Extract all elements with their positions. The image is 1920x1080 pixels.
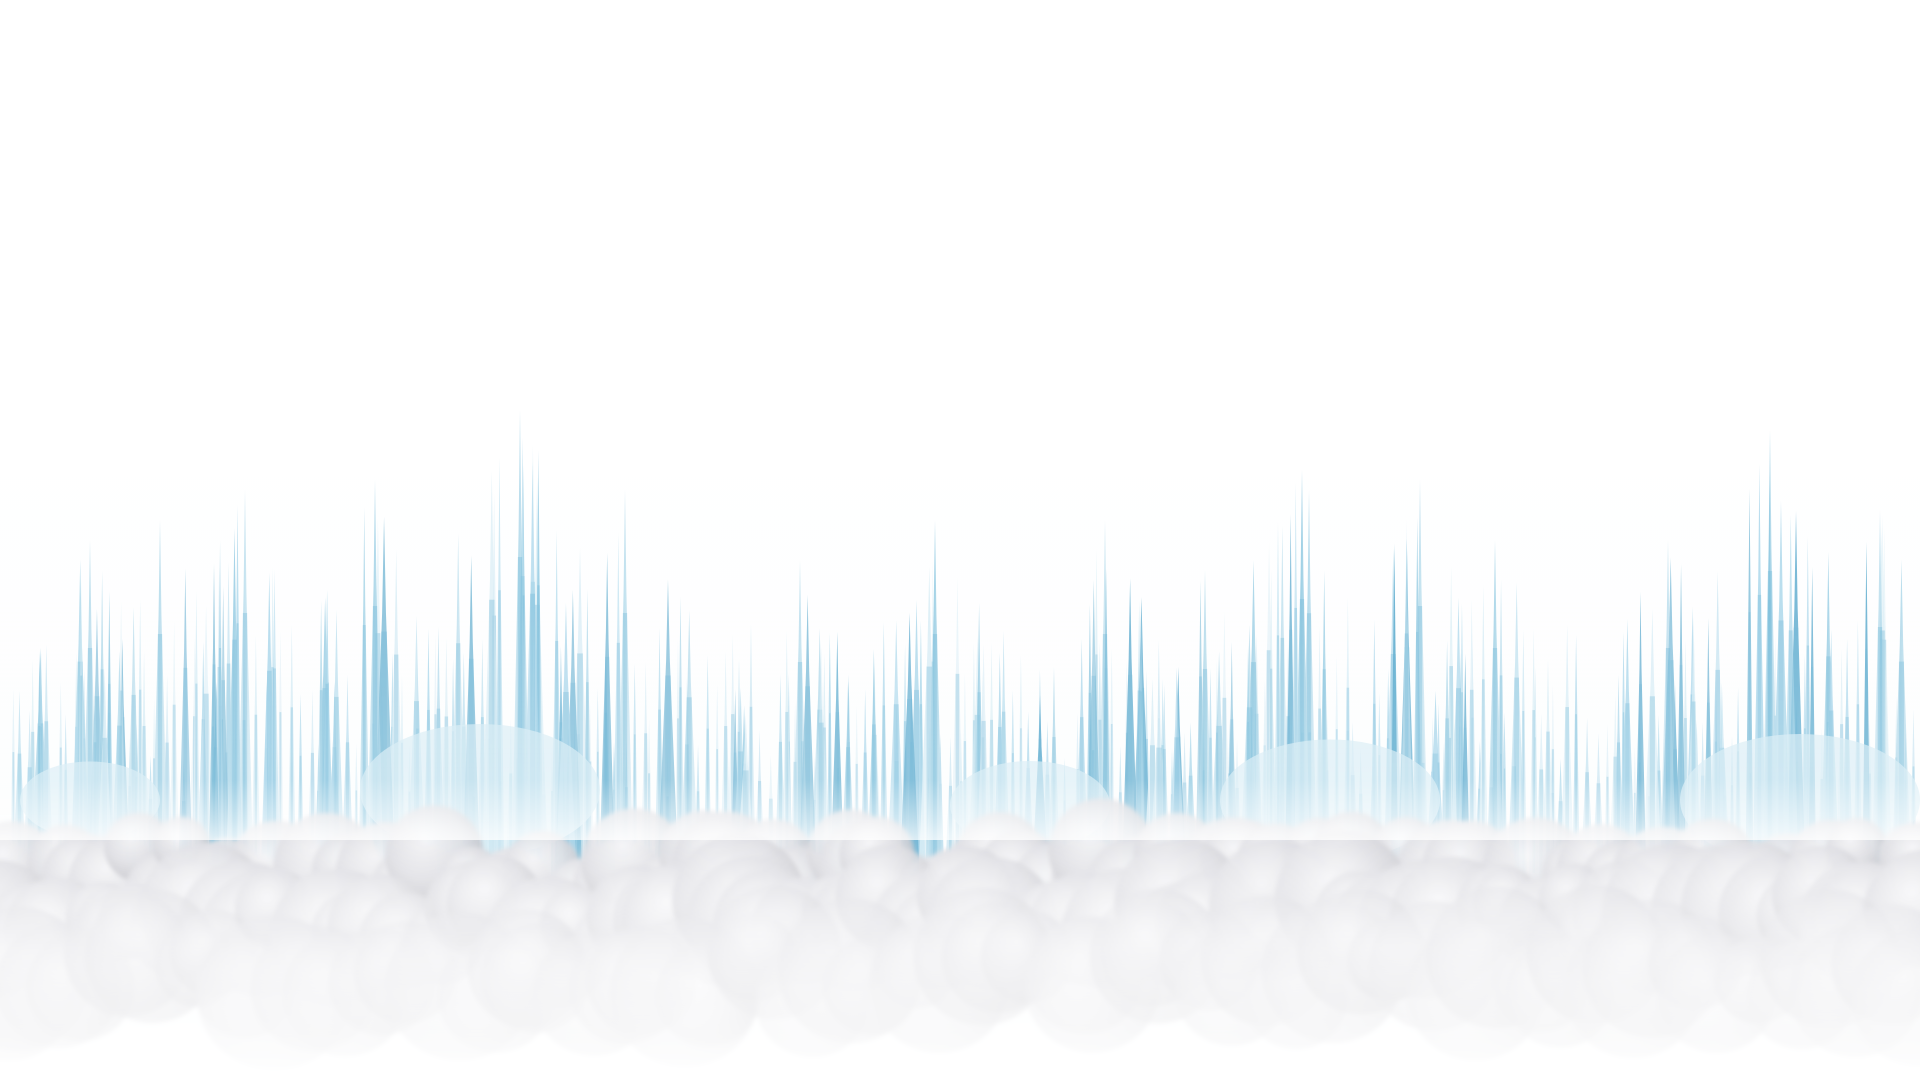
skyline-fade <box>0 600 1920 840</box>
ground-fog <box>0 820 1920 1080</box>
